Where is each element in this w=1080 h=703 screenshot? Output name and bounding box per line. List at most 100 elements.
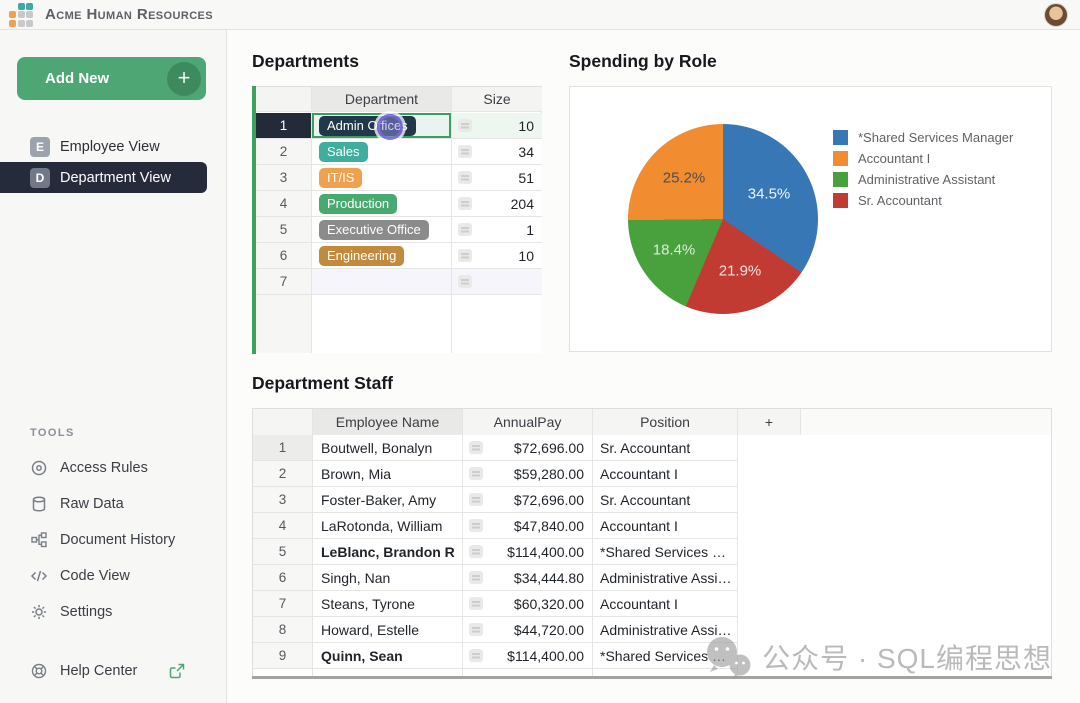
row-number[interactable]: 1 [253,435,313,461]
size-cell[interactable]: 204 [452,191,542,217]
annual-pay-cell[interactable]: $47,840.00 [463,513,593,539]
sidebar-item-employee-view[interactable]: E Employee View [0,131,227,162]
annual-pay-cell[interactable]: $44,720.00 [463,617,593,643]
employee-name-cell[interactable]: Boutwell, Bonalyn [313,435,463,461]
cell-menu-icon[interactable] [458,249,472,262]
position-cell[interactable]: *Shared Services … [593,539,738,565]
corner-header-cell[interactable] [256,87,312,112]
position-cell[interactable]: Accountant I [593,591,738,617]
row-number[interactable]: 5 [253,539,313,565]
position-cell[interactable]: Accountant I [593,461,738,487]
position-cell[interactable]: Sr. Accountant [593,435,738,461]
department-chip[interactable]: Production [319,193,398,214]
annual-pay-cell[interactable]: $114,400.00 [463,539,593,565]
annual-pay-cell[interactable]: $60,320.00 [463,591,593,617]
position-cell[interactable]: Administrative Assi… [593,565,738,591]
department-cell[interactable]: Sales [312,139,452,165]
row-number[interactable]: 2 [256,139,312,165]
cell-menu-icon[interactable] [458,145,472,158]
column-header-annual-pay[interactable]: AnnualPay [463,409,593,436]
size-cell[interactable]: 51 [452,165,542,191]
sidebar-item-raw-data[interactable]: Raw Data [0,486,227,522]
row-number[interactable]: 6 [253,565,313,591]
employee-name-cell[interactable]: LeBlanc, Brandon R [313,539,463,565]
annual-pay-cell[interactable]: $72,696.00 [463,435,593,461]
department-cell[interactable]: Engineering [312,243,452,269]
annual-pay-cell[interactable]: $72,696.00 [463,487,593,513]
department-cell[interactable]: Executive Office [312,217,452,243]
position-cell[interactable]: Sr. Accountant [593,487,738,513]
cell-menu-icon[interactable] [458,197,472,210]
department-chip[interactable]: Engineering [319,245,405,266]
cell-menu-icon[interactable] [469,519,483,532]
sidebar-item-document-history[interactable]: Document History [0,522,227,558]
size-cell[interactable]: 1 [452,217,542,243]
cell-menu-icon[interactable] [458,223,472,236]
add-new-button[interactable]: Add New + [17,57,206,100]
sidebar-item-department-view[interactable]: D Department View [0,162,207,193]
size-cell-empty[interactable] [452,269,542,295]
employee-name-cell[interactable]: Quinn, Sean [313,643,463,669]
row-number[interactable]: 7 [256,269,312,295]
row-number[interactable]: 2 [253,461,313,487]
cell-menu-icon[interactable] [469,441,483,454]
row-number[interactable]: 8 [253,617,313,643]
sidebar-item-settings[interactable]: Settings [0,594,227,630]
sidebar-item-code-view[interactable]: Code View [0,558,227,594]
department-cell-empty[interactable] [312,269,452,295]
row-number[interactable]: 7 [253,591,313,617]
cell-menu-icon[interactable] [469,467,483,480]
column-header-department[interactable]: Department [312,87,452,112]
pay-value: $72,696.00 [513,439,584,456]
employee-name-cell[interactable]: Brown, Mia [313,461,463,487]
annual-pay-cell[interactable]: $34,444.80 [463,565,593,591]
employee-name-cell[interactable]: LaRotonda, William [313,513,463,539]
corner-header-cell[interactable] [253,409,313,436]
row-number[interactable]: 3 [253,487,313,513]
department-cell[interactable]: IT/IS [312,165,452,191]
row-number[interactable]: 4 [253,513,313,539]
row-number[interactable]: 9 [253,643,313,669]
legend-label: Accountant I [858,151,931,166]
department-chip[interactable]: Executive Office [319,219,429,240]
column-header-employee-name[interactable]: Employee Name [313,409,463,436]
department-chip[interactable]: IT/IS [319,167,363,188]
cell-menu-icon[interactable] [458,171,472,184]
cell-menu-icon[interactable] [458,119,472,132]
cell-menu-icon[interactable] [469,571,483,584]
sidebar-item-access-rules[interactable]: Access Rules [0,450,227,486]
size-cell[interactable]: 10 [452,113,542,139]
cell-menu-icon[interactable] [469,649,483,662]
row-number[interactable]: 5 [256,217,312,243]
position-cell[interactable]: Accountant I [593,513,738,539]
annual-pay-cell[interactable]: $59,280.00 [463,461,593,487]
column-header-position[interactable]: Position [593,409,738,436]
size-cell[interactable]: 10 [452,243,542,269]
size-cell[interactable]: 34 [452,139,542,165]
user-avatar[interactable] [1044,3,1068,27]
cell-menu-icon[interactable] [469,597,483,610]
cell-menu-icon[interactable] [469,623,483,636]
sidebar-item-help-center[interactable]: Help Center [0,653,227,689]
column-header-size[interactable]: Size [452,87,542,112]
cell-menu-icon[interactable] [469,545,483,558]
external-link-icon[interactable] [169,663,185,679]
annual-pay-cell[interactable]: $114,400.00 [463,643,593,669]
department-chip[interactable]: Sales [319,141,368,162]
employee-name-cell[interactable]: Steans, Tyrone [313,591,463,617]
cell-menu-icon[interactable] [469,493,483,506]
row-number[interactable]: 4 [256,191,312,217]
row-number[interactable]: 1 [256,113,312,139]
row-number[interactable]: 6 [256,243,312,269]
employee-name-cell[interactable]: Singh, Nan [313,565,463,591]
employee-name-cell[interactable]: Foster-Baker, Amy [313,487,463,513]
row-number[interactable]: 3 [256,165,312,191]
employee-name-cell[interactable]: Howard, Estelle [313,617,463,643]
position-cell[interactable]: Administrative Assi… [593,617,738,643]
cell-menu-icon[interactable] [458,275,472,288]
header-filler [801,409,1051,436]
add-column-button[interactable]: + [738,409,801,436]
legend-item: Administrative Assistant [833,169,1013,190]
department-cell[interactable]: Production [312,191,452,217]
pay-value: $114,400.00 [507,647,584,664]
